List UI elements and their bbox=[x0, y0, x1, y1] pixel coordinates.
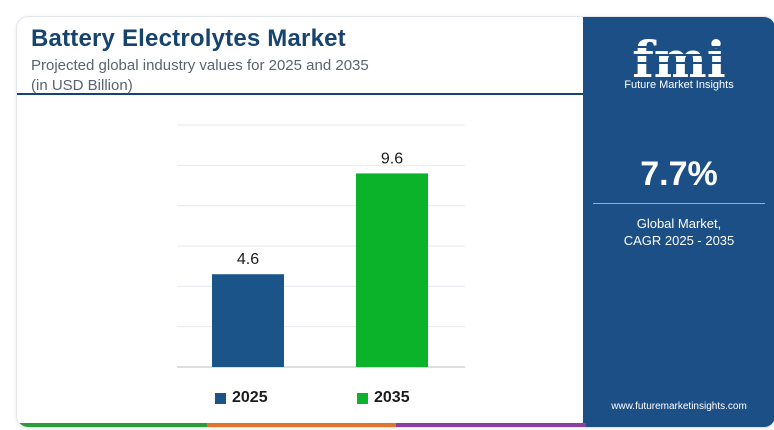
stripe-orange bbox=[206, 423, 396, 427]
chart-unit: (in USD Billion) bbox=[31, 77, 133, 94]
chart-bars bbox=[212, 173, 428, 367]
stripe-purple bbox=[396, 423, 586, 427]
fmi-logo-text: fmi bbox=[632, 30, 725, 89]
chart-card: Battery Electrolytes Market Projected gl… bbox=[16, 16, 774, 428]
legend-item-2025: 2025 bbox=[215, 389, 268, 407]
chart-title: Battery Electrolytes Market bbox=[31, 25, 346, 52]
logo-caption: Future Market Insights bbox=[624, 79, 734, 91]
website-link[interactable]: www.futuremarketinsights.com bbox=[611, 401, 747, 412]
cagr-label-line2: CAGR 2025 - 2035 bbox=[623, 233, 735, 248]
stripe-green bbox=[17, 423, 207, 427]
stripe-blue bbox=[585, 423, 774, 427]
legend-label-2035: 2035 bbox=[374, 389, 410, 406]
legend-swatch-2035 bbox=[357, 392, 368, 404]
header-divider bbox=[17, 93, 585, 95]
sidebar-divider bbox=[593, 203, 765, 204]
legend-item-2035: 2035 bbox=[357, 389, 410, 407]
cagr-label-line1: Global Market, bbox=[636, 216, 722, 231]
chart-subtitle: Projected global industry values for 202… bbox=[31, 57, 369, 74]
cagr-label: Global Market, CAGR 2025 - 2035 bbox=[583, 215, 774, 249]
data-label-2035: 9.6 bbox=[381, 150, 403, 167]
bar-2025 bbox=[212, 274, 284, 367]
sidebar-panel: fmi Future Market Insights 7.7% Global M… bbox=[583, 17, 774, 427]
bar-chart: 4.6 9.6 bbox=[177, 124, 465, 368]
bar-2035 bbox=[356, 173, 428, 367]
cagr-value: 7.7% bbox=[640, 155, 718, 193]
fmi-logo: fmi bbox=[623, 30, 735, 89]
legend-label-2025: 2025 bbox=[232, 389, 268, 406]
bottom-stripe bbox=[17, 423, 774, 427]
chart-data-labels: 4.6 9.6 bbox=[237, 150, 403, 268]
data-label-2025: 4.6 bbox=[237, 251, 259, 268]
legend-swatch-2025 bbox=[215, 392, 226, 404]
